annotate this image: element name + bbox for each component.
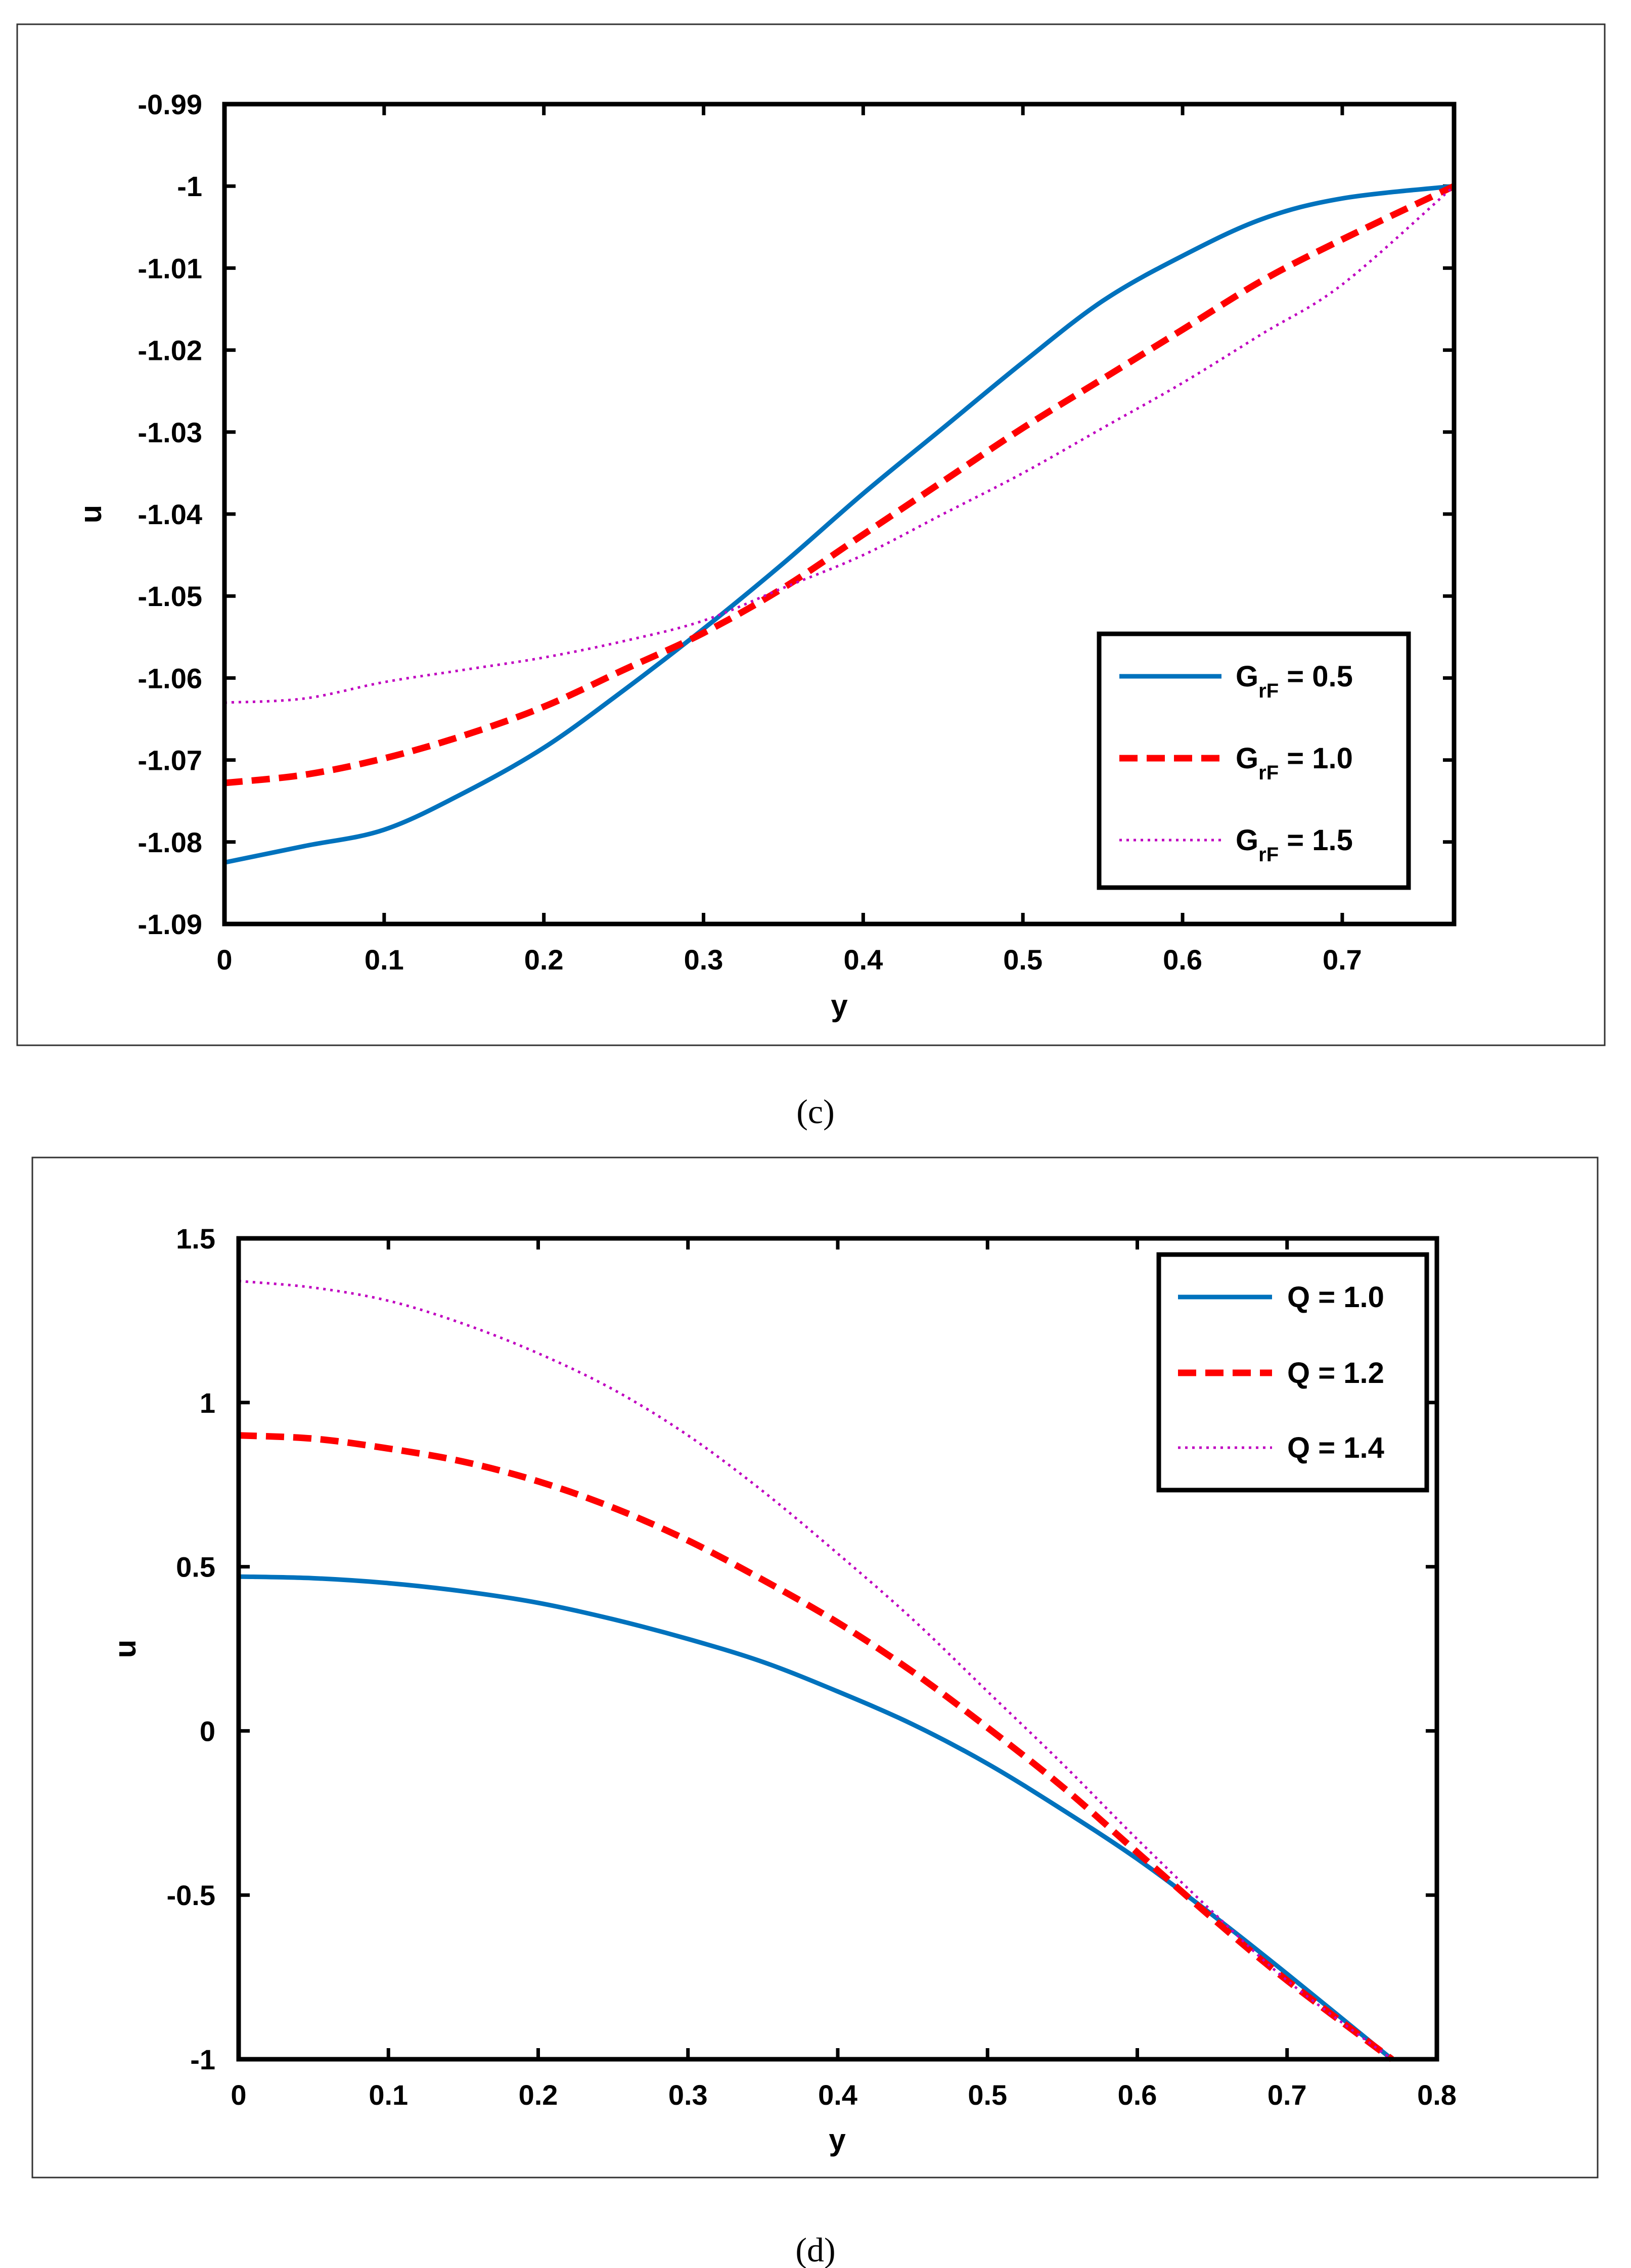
x-tick-label: 0.7 — [1267, 2079, 1307, 2111]
x-tick-label: 0.4 — [818, 2079, 857, 2111]
series-line-0 — [222, 183, 1457, 865]
y-tick-label: 1.5 — [176, 1223, 215, 1255]
x-tick-label: 0.7 — [1323, 944, 1362, 976]
x-tick-label: 0.6 — [1118, 2079, 1157, 2111]
series-line-1 — [224, 183, 1456, 786]
x-tick-label: 0.1 — [365, 944, 404, 976]
panel-c-caption: (c) — [796, 1092, 834, 1131]
y-tick-label: 0 — [200, 1715, 215, 1747]
x-tick-label: 0.2 — [519, 2079, 558, 2111]
panel-d-legend-label-1: Q = 1.2 — [1287, 1357, 1384, 1390]
panel-d-y-tick-labels: 1.5 1 0.5 0 -0.5 -1 — [167, 1223, 216, 2075]
x-tick-label: 0.4 — [843, 944, 883, 976]
panel-d-x-axis-label: y — [829, 2123, 846, 2157]
panel-c-legend: GrF = 0.5 GrF = 1.0 GrF = 1.5 — [1097, 631, 1411, 890]
y-tick-label: -0.99 — [138, 88, 202, 120]
x-tick-label: 0.1 — [369, 2079, 408, 2111]
panel-c-legend-label-1: GrF = 1.0 — [1236, 742, 1353, 784]
panel-c-x-tick-labels: 0 0.1 0.2 0.3 0.4 0.5 0.6 0.7 — [216, 944, 1362, 976]
y-tick-label: -1 — [177, 170, 202, 202]
y-tick-label: 0.5 — [176, 1551, 215, 1583]
x-tick-label: 0.2 — [524, 944, 564, 976]
x-tick-label: 0 — [216, 944, 232, 976]
y-tick-label: -1.08 — [138, 826, 202, 858]
panel-c: 0 0.1 0.2 0.3 0.4 0.5 0.6 0.7 -0.99 -1 -1.01 -1.02… — [16, 23, 1606, 1131]
y-tick-label: -1.01 — [138, 252, 202, 284]
y-tick-label: -1.07 — [138, 745, 202, 776]
x-tick-label: 0.6 — [1163, 944, 1202, 976]
panel-c-x-axis-label: y — [831, 989, 848, 1023]
panel-c-legend-label-2: GrF = 1.5 — [1236, 824, 1353, 866]
y-tick-label: -1.02 — [138, 335, 202, 366]
y-tick-label: -1 — [190, 2044, 215, 2075]
x-tick-label: 0.5 — [968, 2079, 1007, 2111]
x-tick-label: 0.3 — [668, 2079, 708, 2111]
y-tick-label: -1.03 — [138, 416, 202, 448]
panel-d-plot-area — [236, 1236, 1439, 2062]
y-tick-label: 1 — [200, 1387, 215, 1419]
y-tick-label: -1.09 — [138, 908, 202, 940]
panel-c-y-tick-labels: -0.99 -1 -1.01 -1.02 -1.03 -1.04 -1.05 -1.06 -1.… — [138, 88, 202, 940]
panel-c-plot-area — [222, 102, 1457, 927]
x-tick-label: 0 — [231, 2079, 246, 2111]
y-tick-label: -1.06 — [138, 662, 202, 694]
y-tick-label: -1.05 — [138, 580, 202, 612]
panel-c-y-axis-label: u — [74, 505, 108, 524]
series-line-1 — [238, 1432, 1394, 2062]
panel-d: 0 0.1 0.2 0.3 0.4 0.5 0.6 0.7 0.8 1.5 1 0.5 0 -0.5 -1… — [31, 1156, 1599, 2268]
y-tick-label: -1.04 — [138, 498, 202, 530]
panel-d-legend: Q = 1.0 Q = 1.2 Q = 1.4 — [1156, 1252, 1429, 1493]
panel-d-legend-box — [1156, 1252, 1429, 1493]
x-tick-label: 0.3 — [684, 944, 723, 976]
panel-d-y-axis-label: u — [108, 1640, 142, 1658]
panel-c-series — [222, 183, 1457, 865]
x-tick-label: 0.8 — [1417, 2079, 1457, 2111]
panel-d-legend-label-2: Q = 1.4 — [1287, 1431, 1384, 1464]
y-tick-label: -0.5 — [167, 1879, 216, 1911]
panel-d-series — [236, 1279, 1394, 2062]
panel-d-x-tick-labels: 0 0.1 0.2 0.3 0.4 0.5 0.6 0.7 0.8 — [231, 2079, 1457, 2111]
series-line-2 — [224, 185, 1455, 704]
panel-c-legend-label-0: GrF = 0.5 — [1236, 660, 1353, 702]
panel-d-caption: (d) — [795, 2231, 835, 2268]
x-tick-label: 0.5 — [1003, 944, 1043, 976]
panel-d-legend-label-0: Q = 1.0 — [1287, 1281, 1384, 1314]
panel-c-frame — [16, 23, 1606, 1046]
